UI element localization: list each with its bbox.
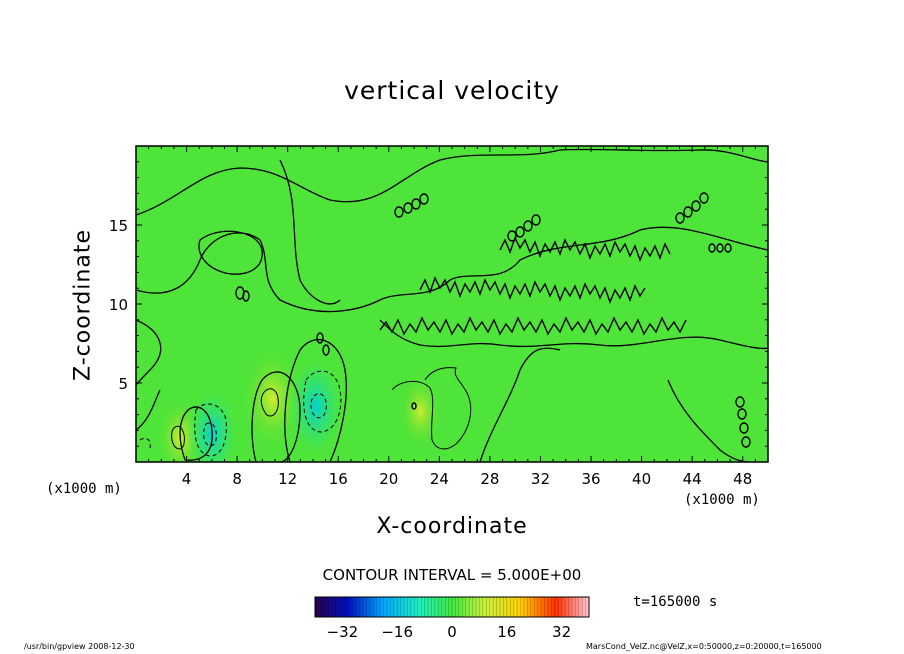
x-tick-label: 36 [581, 470, 600, 488]
colorbar-tick-label: −16 [381, 623, 413, 641]
time-label: t=165000 s [633, 594, 718, 610]
x-tick-label: 16 [329, 470, 348, 488]
x-tick-label: 8 [232, 470, 242, 488]
feature-3 [243, 348, 302, 450]
colorbar-tick-label: 0 [447, 623, 457, 641]
contour-lines-negative [139, 370, 342, 457]
feature-4 [289, 361, 342, 453]
x-tick-label: 40 [632, 470, 651, 488]
colorbar [315, 597, 589, 617]
contour-lines [136, 148, 768, 462]
feature-5 [400, 376, 441, 447]
x-tick-label: 32 [531, 470, 550, 488]
colorbar-frame [314, 596, 590, 618]
chart-title: vertical velocity [344, 76, 560, 105]
x-tick-label: 44 [683, 470, 702, 488]
y-axis-label: Z-coordinate [70, 229, 96, 381]
footer-right: MarsCond_VelZ.nc@VelZ,x=0:50000,z=0:2000… [586, 642, 822, 651]
x-unit-label-left: (x1000 m) [46, 481, 122, 497]
contour-interval-text: CONTOUR INTERVAL = 5.000E+00 [322, 566, 582, 584]
x-tick-label: 4 [182, 470, 192, 488]
x-tick-label: 24 [430, 470, 449, 488]
x-tick-label: 12 [278, 470, 297, 488]
x-tick-label: 48 [733, 470, 752, 488]
colorbar-tick-label: 32 [552, 623, 571, 641]
x-tick-label: 20 [379, 470, 398, 488]
colorbar-tick-label: −32 [327, 623, 359, 641]
y-tick-label: 10 [109, 296, 128, 314]
heatmap-field [136, 146, 768, 462]
footer-left: /usr/bin/gpview 2008-12-30 [24, 642, 135, 651]
y-tick-label: 5 [118, 375, 128, 393]
x-unit-label-right: (x1000 m) [684, 492, 760, 508]
y-tick-label: 15 [109, 217, 128, 235]
contour-lines-positive [171, 367, 472, 450]
x-tick-label: 28 [480, 470, 499, 488]
colorbar-tick-label: 16 [497, 623, 516, 641]
small-contours [235, 192, 751, 448]
x-axis-label: X-coordinate [376, 514, 528, 539]
